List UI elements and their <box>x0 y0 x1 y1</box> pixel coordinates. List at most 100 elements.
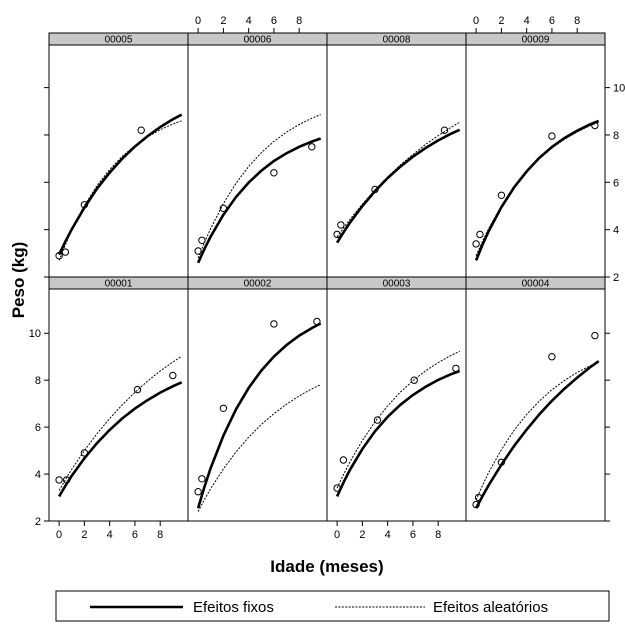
observed-point <box>219 404 228 412</box>
y-tick-label: 8 <box>35 375 41 387</box>
panel-lines <box>474 360 600 509</box>
x-tick-label: 6 <box>410 529 416 541</box>
x-tick-label: 0 <box>195 15 201 27</box>
panel-frame <box>465 32 606 278</box>
observed-point <box>548 353 556 361</box>
panel-lines <box>335 121 461 244</box>
observed-point <box>476 230 484 239</box>
random-effects-line <box>58 355 182 491</box>
panels-layer: 00005 00006 00008 00009 00001 00002 00003 00004 <box>48 32 606 522</box>
panel-strip-label: 00002 <box>244 279 272 290</box>
panel-frame <box>465 276 606 522</box>
y-tick-label: 10 <box>29 328 41 340</box>
fixed-effects-line <box>335 128 461 244</box>
x-tick-label: 8 <box>574 15 580 27</box>
panel-lines <box>57 355 183 498</box>
observed-point <box>194 247 202 255</box>
panel-frame <box>326 276 467 522</box>
observed-point <box>333 484 341 492</box>
random-effects-line <box>475 361 599 501</box>
y-tick-label: 6 <box>613 177 619 189</box>
observed-point <box>194 488 202 496</box>
observed-point <box>337 221 345 229</box>
observed-point <box>410 376 418 384</box>
observed-point <box>308 143 316 151</box>
y-tick-label: 4 <box>35 469 41 481</box>
panel-strip <box>465 32 606 46</box>
random-effects-line <box>58 120 182 261</box>
observed-point <box>373 416 382 424</box>
observed-point <box>548 132 556 140</box>
panel-strip-label: 00004 <box>522 279 550 290</box>
observed-point <box>219 204 228 213</box>
x-axis-title: Idade (meses) <box>270 557 383 576</box>
panel-strip-label: 00005 <box>105 35 133 46</box>
panel-lines <box>57 113 183 261</box>
y-axis-title: Peso (kg) <box>9 242 28 319</box>
fixed-effects-line <box>335 369 461 497</box>
observed-point <box>313 317 321 326</box>
observed-point <box>333 230 341 239</box>
observed-point <box>440 126 449 134</box>
y-tick-label: 4 <box>613 225 619 237</box>
panel-00005: 00005 <box>48 32 189 278</box>
observed-point <box>591 331 599 340</box>
x-tick-label: 4 <box>385 529 391 541</box>
fixed-effects-line <box>474 360 600 509</box>
observed-point <box>474 493 483 502</box>
legend-random-label: Efeitos aleatórios <box>433 599 548 616</box>
panel-lines <box>196 322 322 512</box>
x-tick-label: 4 <box>107 529 113 541</box>
axes-layer: 0 2 4 6 8 0 2 4 6 8 0 2 4 6 8 0 2 4 6 8 2 4 6 8 10 2 4 6 8 10 <box>29 15 625 541</box>
fixed-effects-line <box>196 137 322 264</box>
panel-strip-label: 00009 <box>522 35 550 46</box>
observed-point <box>472 500 480 509</box>
y-tick-label: 2 <box>613 272 619 284</box>
panel-00006: 00006 <box>187 32 328 278</box>
y-tick-label: 2 <box>35 516 41 528</box>
x-tick-label: 2 <box>359 529 365 541</box>
panel-lines <box>474 119 600 261</box>
panel-strip-label: 00006 <box>244 35 272 46</box>
fixed-effects-line <box>57 381 183 498</box>
random-effects-line <box>336 121 460 238</box>
observed-point <box>55 476 63 484</box>
observed-point <box>62 476 71 484</box>
panel-00001: 00001 <box>48 276 189 522</box>
panel-00004: 00004 <box>465 276 606 522</box>
observed-point <box>371 185 379 194</box>
observed-point <box>339 456 348 464</box>
panel-strip-label: 00008 <box>383 35 411 46</box>
x-tick-label: 2 <box>220 15 226 27</box>
x-tick-label: 0 <box>334 529 340 541</box>
x-tick-label: 8 <box>435 529 441 541</box>
panel-frame <box>48 32 189 278</box>
panel-strip-label: 00001 <box>105 279 133 290</box>
x-tick-label: 4 <box>524 15 530 27</box>
x-tick-label: 0 <box>56 529 62 541</box>
panel-00003: 00003 <box>326 276 467 522</box>
x-tick-label: 4 <box>246 15 252 27</box>
panel-00002: 00002 <box>187 276 328 522</box>
fixed-effects-line <box>57 113 183 256</box>
x-tick-label: 6 <box>271 15 277 27</box>
x-tick-label: 8 <box>157 529 163 541</box>
panel-frame <box>326 32 467 278</box>
x-tick-label: 2 <box>498 15 504 27</box>
observed-point <box>80 201 89 209</box>
random-effects-line <box>197 384 321 512</box>
random-effects-line <box>197 114 321 259</box>
panel-strip-label: 00003 <box>383 279 411 290</box>
y-tick-label: 8 <box>613 130 619 142</box>
observed-point <box>497 191 506 200</box>
x-tick-label: 2 <box>81 529 87 541</box>
panel-frame <box>187 276 328 522</box>
observed-point <box>169 371 177 380</box>
observed-point <box>591 121 599 130</box>
panel-00009: 00009 <box>465 32 606 278</box>
x-tick-label: 6 <box>549 15 555 27</box>
y-tick-label: 6 <box>35 422 41 434</box>
panel-00008: 00008 <box>326 32 467 278</box>
panel-frame <box>48 276 189 522</box>
observed-point <box>497 458 506 466</box>
